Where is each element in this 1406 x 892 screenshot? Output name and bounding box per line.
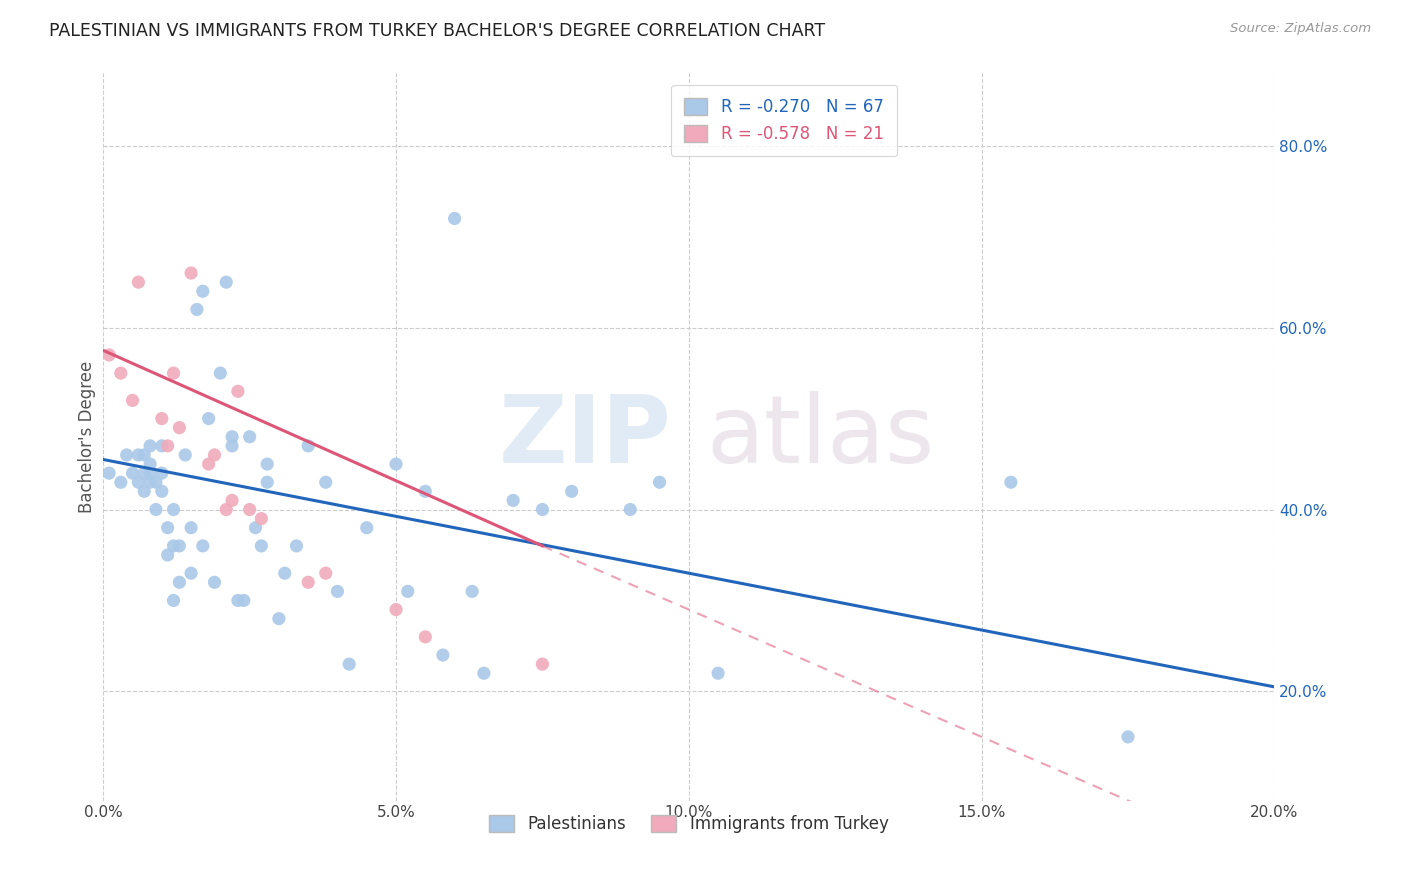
Point	[174, 448, 197, 462]
Point	[326, 584, 349, 599]
Point	[180, 566, 202, 581]
Point	[413, 630, 436, 644]
Point	[215, 502, 238, 516]
Point	[156, 548, 179, 562]
Point	[221, 493, 243, 508]
Point	[139, 466, 162, 480]
Point	[127, 275, 149, 289]
Legend: Palestinians, Immigrants from Turkey: Palestinians, Immigrants from Turkey	[482, 808, 896, 839]
Point	[267, 612, 290, 626]
Text: ZIP: ZIP	[498, 391, 671, 483]
Point	[139, 475, 162, 490]
Point	[98, 466, 121, 480]
Point	[385, 602, 408, 616]
Point	[619, 502, 641, 516]
Point	[315, 566, 337, 581]
Point	[443, 211, 465, 226]
Point	[285, 539, 308, 553]
Point	[215, 275, 238, 289]
Point	[134, 484, 156, 499]
Point	[180, 521, 202, 535]
Point	[239, 430, 262, 444]
Point	[413, 484, 436, 499]
Point	[245, 521, 267, 535]
Point	[250, 539, 273, 553]
Point	[531, 502, 554, 516]
Point	[110, 475, 132, 490]
Point	[191, 539, 214, 553]
Point	[297, 439, 319, 453]
Point	[186, 302, 208, 317]
Point	[274, 566, 297, 581]
Point	[110, 366, 132, 380]
Point	[197, 457, 219, 471]
Point	[156, 439, 179, 453]
Point	[256, 457, 278, 471]
Point	[315, 475, 337, 490]
Point	[297, 575, 319, 590]
Point	[150, 484, 173, 499]
Point	[134, 448, 156, 462]
Point	[461, 584, 484, 599]
Point	[1116, 730, 1139, 744]
Point	[707, 666, 730, 681]
Point	[150, 466, 173, 480]
Point	[561, 484, 583, 499]
Point	[98, 348, 121, 362]
Point	[169, 539, 191, 553]
Point	[396, 584, 419, 599]
Point	[191, 285, 214, 299]
Text: atlas: atlas	[706, 391, 935, 483]
Point	[127, 448, 149, 462]
Point	[145, 475, 167, 490]
Point	[256, 475, 278, 490]
Point	[162, 502, 184, 516]
Point	[204, 448, 226, 462]
Point	[1000, 475, 1022, 490]
Point	[502, 493, 524, 508]
Point	[209, 366, 232, 380]
Point	[139, 439, 162, 453]
Point	[156, 521, 179, 535]
Point	[162, 366, 184, 380]
Point	[150, 411, 173, 425]
Point	[145, 502, 167, 516]
Point	[472, 666, 495, 681]
Point	[115, 448, 138, 462]
Point	[356, 521, 378, 535]
Point	[197, 411, 219, 425]
Point	[169, 575, 191, 590]
Point	[385, 457, 408, 471]
Point	[226, 593, 249, 607]
Point	[139, 457, 162, 471]
Point	[121, 393, 143, 408]
Point	[226, 384, 249, 399]
Point	[239, 502, 262, 516]
Y-axis label: Bachelor's Degree: Bachelor's Degree	[79, 360, 96, 513]
Point	[162, 539, 184, 553]
Point	[232, 593, 254, 607]
Point	[221, 430, 243, 444]
Point	[221, 439, 243, 453]
Point	[337, 657, 360, 672]
Point	[180, 266, 202, 280]
Point	[204, 575, 226, 590]
Point	[250, 511, 273, 525]
Point	[134, 466, 156, 480]
Text: Source: ZipAtlas.com: Source: ZipAtlas.com	[1230, 22, 1371, 36]
Point	[432, 648, 454, 662]
Point	[121, 466, 143, 480]
Point	[150, 439, 173, 453]
Point	[648, 475, 671, 490]
Point	[531, 657, 554, 672]
Point	[162, 593, 184, 607]
Text: PALESTINIAN VS IMMIGRANTS FROM TURKEY BACHELOR'S DEGREE CORRELATION CHART: PALESTINIAN VS IMMIGRANTS FROM TURKEY BA…	[49, 22, 825, 40]
Point	[127, 475, 149, 490]
Point	[169, 420, 191, 434]
